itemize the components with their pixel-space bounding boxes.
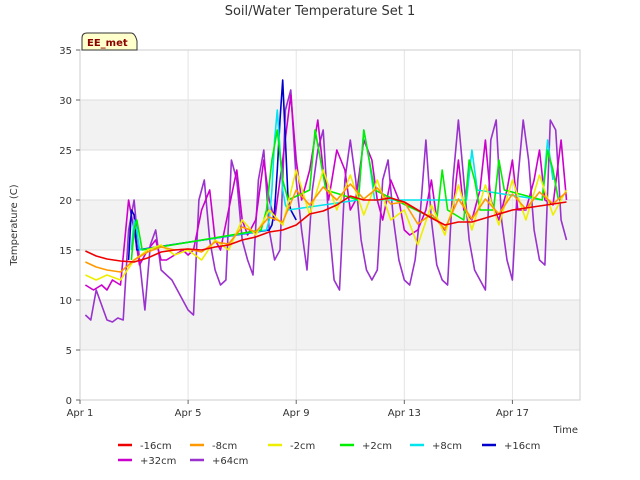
x-axis-ticks: Apr 1 Apr 5 Apr 9 Apr 13 Apr 17 [67,400,529,419]
grid-band [80,100,580,150]
y-tick-label: 5 [66,346,72,357]
station-badge: EE_met [81,32,138,51]
legend-label: +2cm [362,441,392,452]
legend-label: +16cm [504,441,540,452]
chart-title: Soil/Water Temperature Set 1 [225,4,416,19]
y-tick-label: 20 [59,196,72,207]
plot-area [79,49,581,401]
legend-label: -2cm [290,441,315,452]
x-tick-label: Apr 13 [388,408,421,419]
series-line-minus8cm [85,183,568,273]
y-tick-label: 0 [66,396,72,407]
legend-label: -8cm [212,441,237,452]
y-tick-label: 25 [59,146,72,157]
y-tick-label: 30 [59,96,72,107]
y-axis-label: Temperature (C) [9,184,20,266]
y-tick-label: 15 [59,246,72,257]
x-tick-label: Apr 17 [496,408,529,419]
series-line-plus64cm [84,89,568,323]
series-line-plus32cm [84,94,568,291]
chart-legend: -16cm -8cm -2cm +2cm +8cm +16cm +32cm +64cm [118,441,540,467]
station-badge-label: EE_met [87,38,128,49]
x-tick-label: Apr 1 [67,408,94,419]
y-axis-ticks: 0 5 10 15 20 25 30 35 [59,46,80,407]
y-tick-label: 35 [59,46,72,57]
series-line-minus2cm [85,169,568,281]
x-axis-label: Time [553,425,578,436]
grid-band [80,300,580,350]
background-bands [80,100,580,350]
x-tick-label: Apr 9 [283,408,310,419]
legend-label: +64cm [212,456,248,467]
series-line-minus16cm [85,195,567,263]
y-tick-label: 10 [59,296,72,307]
legend-label: +8cm [432,441,462,452]
x-tick-label: Apr 5 [175,408,202,419]
series-lines [84,79,568,323]
legend-label: -16cm [140,441,172,452]
legend-label: +32cm [140,456,176,467]
